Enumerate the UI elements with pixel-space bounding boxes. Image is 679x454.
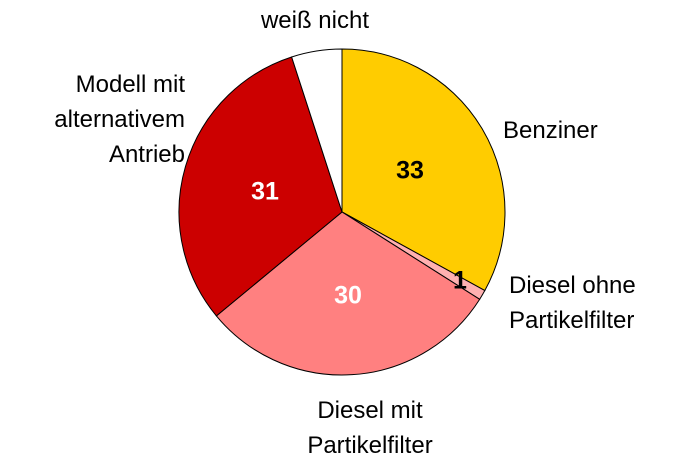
value-label: 30 xyxy=(334,282,362,310)
pie-slice xyxy=(178,56,343,317)
category-label: weiß nicht xyxy=(260,7,369,34)
pie-slice xyxy=(341,48,506,292)
value-label: 31 xyxy=(251,178,279,206)
pie-slice xyxy=(290,48,343,213)
category-label: Benziner xyxy=(503,117,598,144)
category-label: Diesel ohne Partikelfilter xyxy=(509,272,636,334)
category-label: Modell mit alternativem Antrieb xyxy=(54,71,185,168)
pie-slice xyxy=(215,211,481,376)
value-label: 33 xyxy=(396,157,424,185)
value-label: 1 xyxy=(453,267,467,295)
category-label: Diesel mit Partikelfilter xyxy=(307,397,432,454)
